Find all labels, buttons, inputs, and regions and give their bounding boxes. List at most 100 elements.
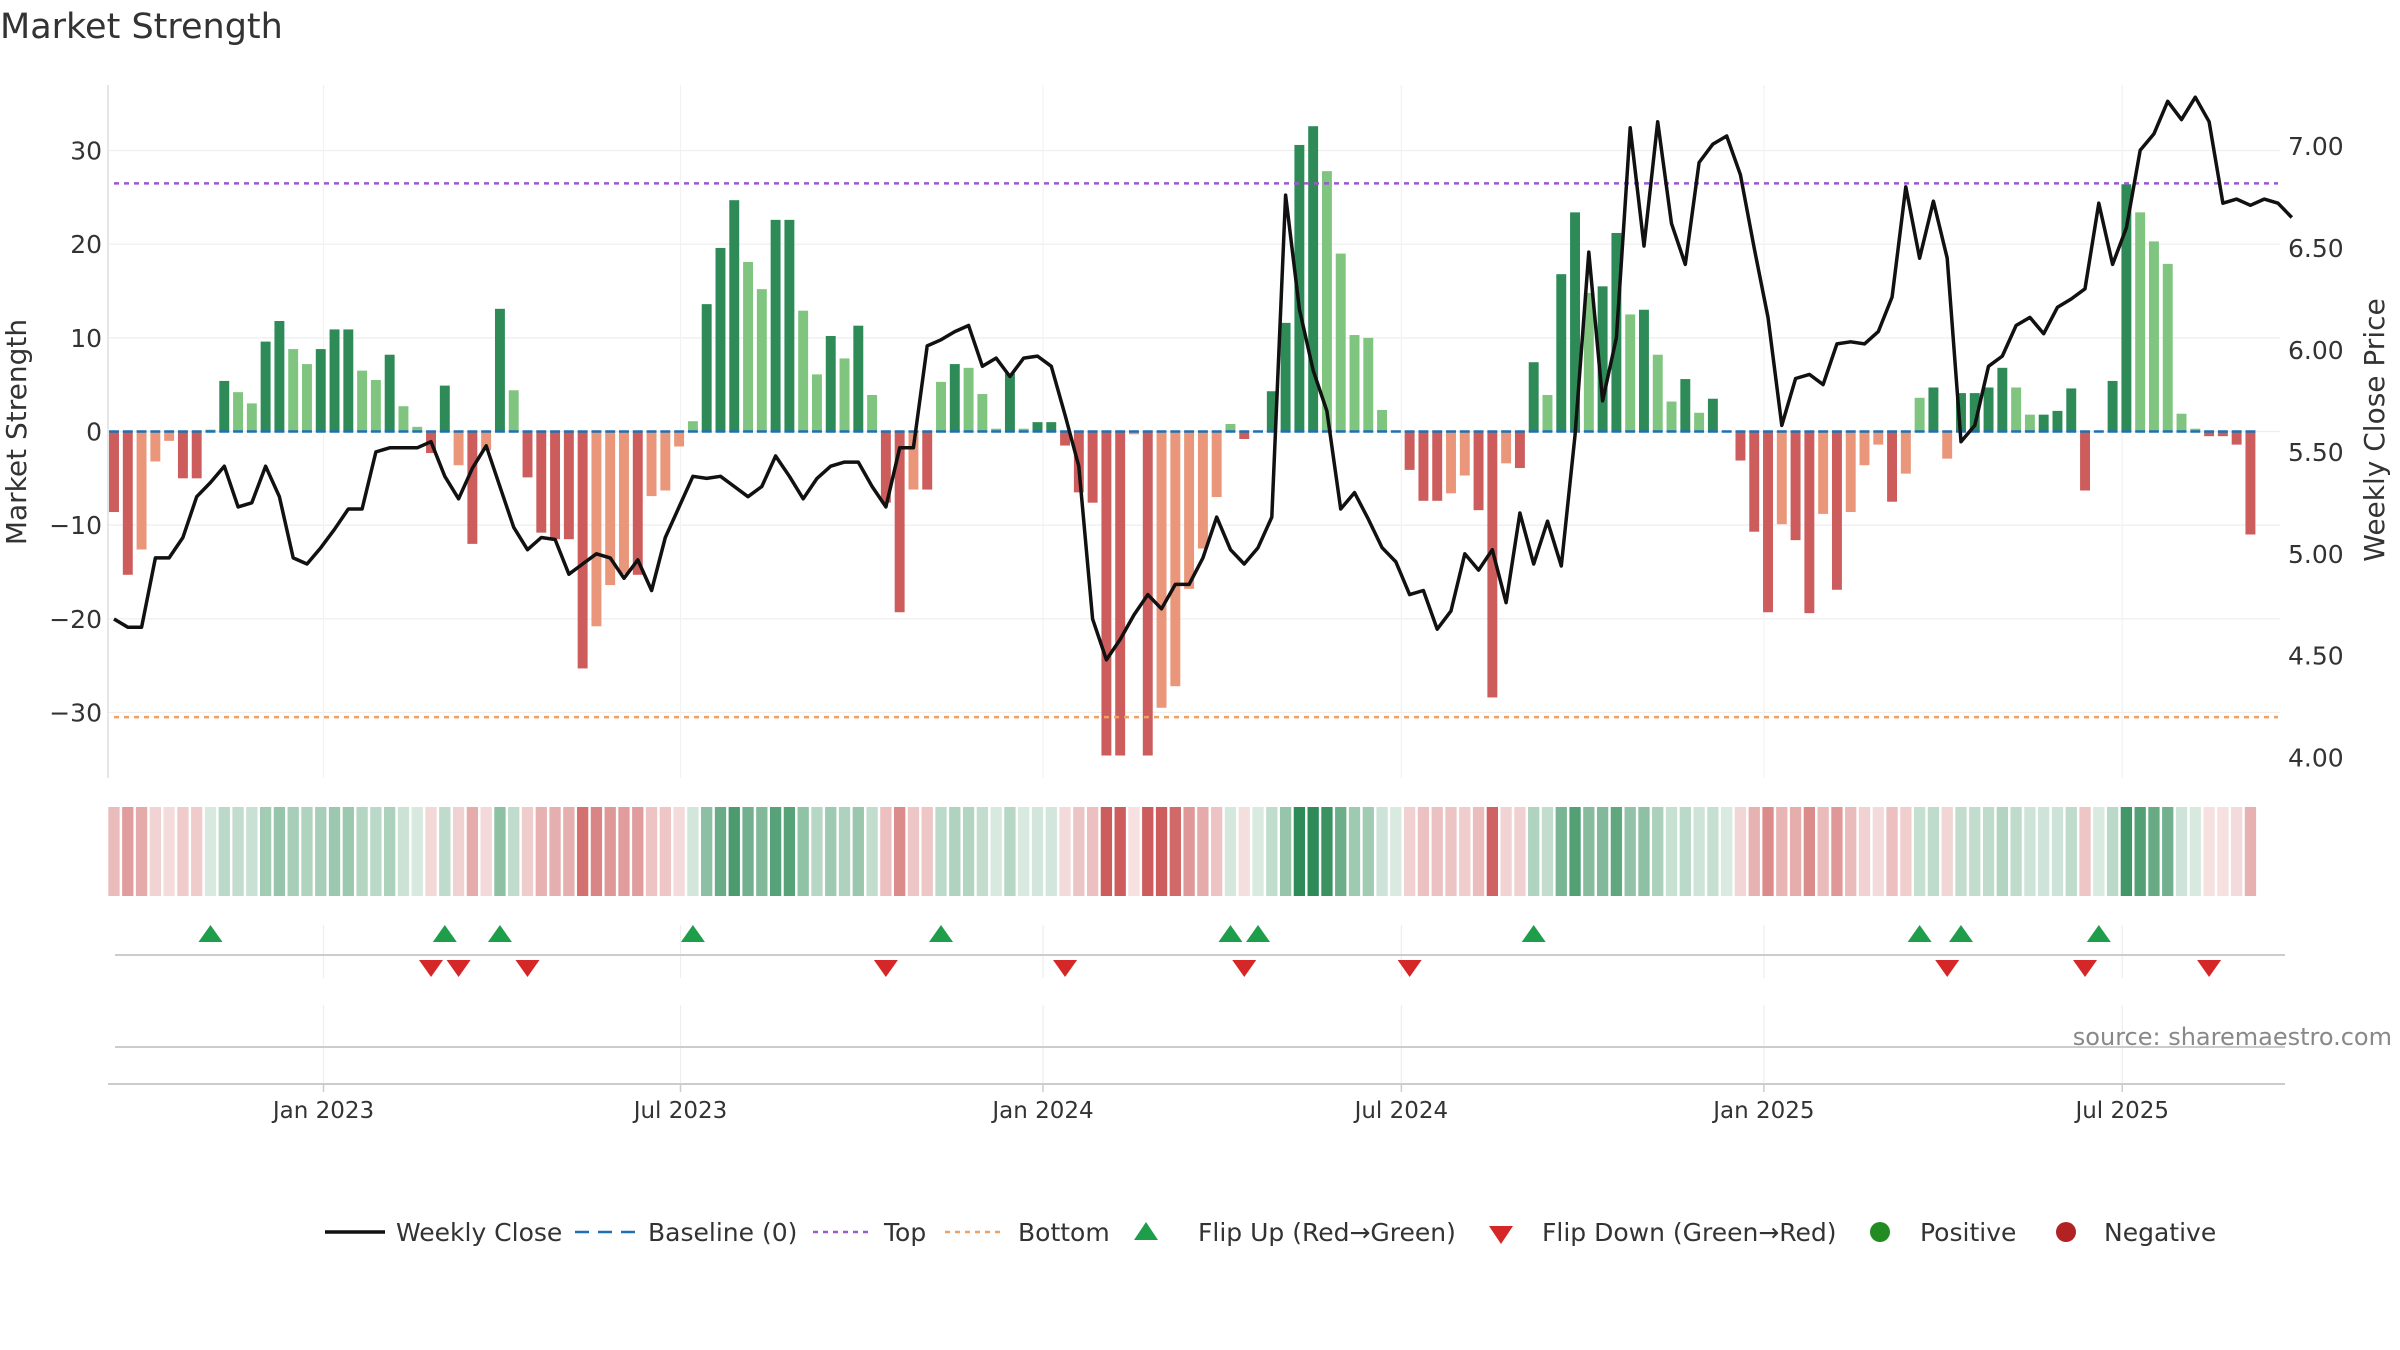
strip-cell [2175, 807, 2188, 896]
strength-bar [1473, 431, 1484, 511]
strength-bar [1638, 309, 1649, 432]
strength-bar [922, 431, 933, 490]
strip-cell [315, 807, 327, 896]
strength-bar [1583, 292, 1594, 432]
strip-cell [439, 807, 451, 896]
y2-tick-label: 6.00 [2288, 336, 2344, 365]
strip-cell [742, 807, 754, 896]
y2-tick-label: 4.50 [2288, 642, 2344, 671]
strength-bar [660, 431, 671, 491]
strip-cell [1817, 807, 1829, 896]
strength-bar [880, 431, 891, 503]
strip-cell [1183, 807, 1195, 896]
strip-cell [1472, 807, 1485, 896]
flip-down-marker [419, 960, 444, 977]
strength-bar [687, 421, 698, 432]
strength-bar [1914, 397, 1925, 432]
strip-cell [1073, 807, 1085, 896]
strength-bar [2024, 414, 2035, 432]
strength-bar [1197, 431, 1208, 549]
strip-cell [149, 807, 162, 896]
legend-flip-up-label: Flip Up (Red→Green) [1198, 1218, 1456, 1247]
strip-cell [1803, 807, 1816, 896]
strength-bar [164, 431, 175, 441]
strength-bar [839, 358, 850, 432]
strip-cell [590, 807, 603, 896]
strength-bar [1969, 393, 1980, 432]
strip-cell [480, 807, 492, 896]
strength-bar [1556, 274, 1567, 432]
strip-cell [1831, 807, 1843, 896]
strip-cell [1459, 807, 1471, 896]
strength-bar [1032, 422, 1043, 432]
strength-bar [908, 431, 919, 490]
strength-bar [1514, 431, 1525, 469]
strip-cell [1610, 807, 1623, 896]
strip-cell [2230, 807, 2243, 896]
strip-cell [701, 807, 713, 896]
strength-bar [246, 403, 257, 432]
legend-flip-down-label: Flip Down (Green→Red) [1542, 1218, 1837, 1247]
strength-bar [563, 431, 574, 540]
strength-bar [715, 247, 726, 432]
strip-cell [894, 807, 906, 896]
strength-bar [288, 349, 299, 432]
strip-cell [549, 807, 561, 896]
strip-cell [1142, 807, 1154, 896]
strip-cell [645, 807, 658, 896]
strength-bar [1597, 286, 1608, 432]
y-tick-label: −10 [49, 511, 102, 540]
flip-up-marker [1907, 925, 1932, 942]
strip-cell [163, 807, 175, 896]
strength-bar [1900, 431, 1911, 474]
y-axis-label: Market Strength [0, 319, 33, 545]
strength-bar [619, 431, 629, 574]
strip-cell [1652, 807, 1664, 896]
strength-bar [536, 431, 547, 533]
strip-cell [1031, 807, 1044, 896]
strip-cell [122, 807, 134, 896]
strength-bar [136, 431, 147, 550]
y-tick-label: 10 [70, 324, 102, 353]
strip-cell [177, 807, 189, 896]
x-tick-label: Jul 2024 [1353, 1098, 1449, 1124]
strength-bar [2066, 388, 2077, 432]
strip-cell [825, 807, 837, 896]
strength-bar [1749, 431, 1760, 532]
strength-bar [1818, 431, 1829, 514]
strength-bar [1294, 144, 1305, 432]
strip-cell [797, 807, 809, 896]
strip-cell [2065, 807, 2077, 896]
strip-cell [728, 807, 740, 896]
strength-bar [191, 431, 202, 479]
strength-bar [1790, 431, 1801, 541]
y2-tick-label: 7.00 [2288, 132, 2344, 161]
strength-bar [1018, 428, 1029, 432]
strip-cell [1045, 807, 1057, 896]
strip-cell [1638, 807, 1650, 896]
strength-bar [1446, 431, 1456, 494]
strip-cell [921, 807, 933, 896]
strength-bar [991, 428, 1002, 432]
strength-bar [811, 374, 822, 432]
strip-cell [452, 807, 465, 896]
strip-cell [1486, 807, 1498, 896]
strip-cell [2120, 807, 2133, 896]
strip-cell [1762, 807, 1774, 896]
strength-bar [1115, 431, 1126, 756]
strip-cell [563, 807, 575, 896]
weekly-close-line [113, 95, 2294, 662]
strip-cell [1004, 807, 1016, 896]
y-tick-label: −20 [49, 605, 102, 634]
y-tick-label: −30 [49, 698, 102, 727]
legend-positive-label: Positive [1920, 1218, 2016, 1247]
strength-bar [1859, 431, 1870, 466]
strip-cell [1514, 807, 1526, 896]
y-tick-label: 30 [70, 137, 102, 166]
strip-cell [370, 807, 382, 896]
strip-cell [976, 807, 989, 896]
strip-cell [673, 807, 685, 896]
strength-bar [2245, 431, 2256, 535]
strength-bar [1459, 431, 1470, 476]
strip-cell [1114, 807, 1126, 896]
